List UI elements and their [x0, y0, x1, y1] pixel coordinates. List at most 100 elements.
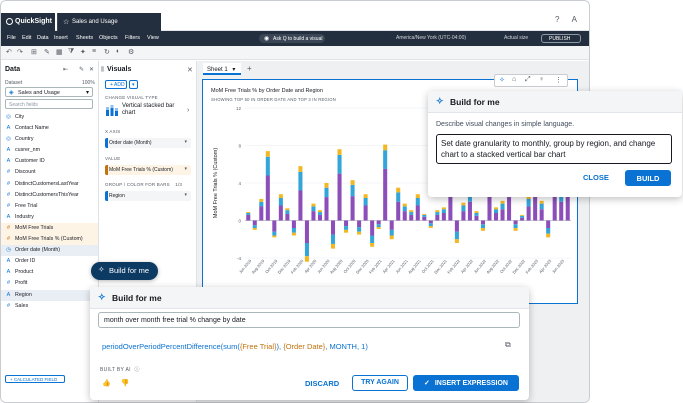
field-item[interactable]: A Order ID	[1, 256, 98, 267]
account-icon[interactable]: A	[571, 15, 577, 24]
bar-segment	[441, 213, 446, 221]
pencil-icon[interactable]: ✎	[79, 67, 85, 73]
value-field: MoM Free Trials % (Custom)	[109, 167, 173, 173]
x-axis-field: Order date (Month)	[109, 140, 152, 146]
bar-segment	[278, 205, 283, 221]
visual-type-name[interactable]: Vertical stacked bar chart	[122, 103, 175, 116]
menu-insert[interactable]: Insert	[54, 35, 68, 41]
thumbs-up-icon[interactable]: 👍	[102, 380, 111, 387]
field-item[interactable]: # MoM Free Trials	[1, 222, 98, 235]
chevron-right-icon[interactable]: ›	[187, 107, 190, 114]
themes-icon[interactable]: ◐	[116, 48, 121, 55]
bar-segment	[285, 208, 290, 211]
menu-file[interactable]: File	[7, 35, 16, 41]
ask-q-label: Ask Q to build a visual	[273, 36, 323, 42]
try-again-button[interactable]: TRY AGAIN	[352, 375, 408, 391]
add-visual-icon[interactable]: ⊞	[31, 49, 37, 56]
bar-segment	[389, 229, 394, 236]
field-item[interactable]: ◎ City	[1, 112, 98, 123]
timezone-select[interactable]: America/New York (UTC-04:00)	[396, 35, 467, 41]
menu-sheets[interactable]: Sheets	[76, 35, 94, 41]
field-item[interactable]: # MoM Free Trials % (Custom)	[1, 234, 98, 246]
bar-segment	[467, 192, 472, 202]
parameters-icon[interactable]: ≡	[92, 48, 97, 55]
add-visual-button[interactable]: + ADD	[105, 80, 127, 89]
x-tick-label: Aug 2022	[485, 258, 500, 275]
bar-segment	[291, 220, 296, 228]
bar-segment	[402, 206, 407, 212]
field-item[interactable]: A Product	[1, 267, 98, 278]
data-icon[interactable]: ▦	[56, 49, 63, 56]
insight-icon[interactable]: ⌂	[512, 76, 517, 83]
build-for-me-pill-button[interactable]: ✧ Build for me	[91, 262, 158, 280]
app-window: QuickSight ☆ Sales and Usage ? A File Ed…	[0, 0, 590, 403]
dataset-select[interactable]: ◈ Sales and Usage ▾	[5, 87, 93, 97]
settings-icon[interactable]: ⚙	[128, 49, 135, 56]
insert-expression-button[interactable]: ✓ INSERT EXPRESSION	[413, 375, 519, 391]
discard-button[interactable]: DISCARD	[305, 379, 340, 388]
bar-segment	[317, 210, 323, 213]
field-item[interactable]: ◎ Country	[1, 134, 98, 145]
field-item[interactable]: A Customer ID	[1, 156, 98, 167]
visuals-icon: ⫼	[101, 67, 104, 73]
undo-icon[interactable]: ↶	[6, 49, 12, 56]
menu-edit[interactable]: Edit	[22, 35, 32, 41]
x-axis-well[interactable]: Order date (Month) ▾	[105, 138, 191, 148]
search-fields-input[interactable]: Search fields	[5, 99, 93, 109]
value-label: VALUE	[105, 156, 121, 161]
field-item[interactable]: # DistinctCustomersThisYear	[1, 190, 98, 201]
actions-icon[interactable]: ↻	[104, 49, 110, 56]
bar-segment	[520, 217, 525, 221]
calc-prompt-input[interactable]: month over month free trial % change by …	[98, 312, 520, 328]
field-item[interactable]: # Sales	[1, 301, 98, 312]
quicksight-logo-icon	[6, 18, 13, 25]
field-item[interactable]: # Free Trial	[1, 201, 98, 212]
close-button[interactable]: CLOSE	[583, 173, 609, 182]
copy-icon[interactable]: ⧉	[505, 340, 511, 349]
insights-icon[interactable]: ✦	[80, 49, 86, 56]
close-icon[interactable]: ✕	[187, 67, 193, 74]
field-item[interactable]: A Contact Name	[1, 123, 98, 134]
build-button[interactable]: BUILD	[625, 170, 671, 186]
field-item[interactable]: ◷ Order date (Month)	[1, 245, 98, 257]
menu-objects[interactable]: Objects	[99, 35, 118, 41]
menu-data[interactable]: Data	[37, 35, 49, 41]
more-options-icon[interactable]: ⋮	[555, 77, 562, 84]
redo-icon[interactable]: ↷	[17, 49, 23, 56]
bar-segment	[500, 203, 505, 210]
sheet-tab[interactable]: Sheet 1 ▾	[203, 63, 241, 75]
analysis-tab[interactable]: ☆ Sales and Usage	[57, 13, 161, 31]
collapse-icon[interactable]: ⇤	[63, 67, 69, 73]
field-item[interactable]: A Industry	[1, 212, 98, 223]
brand[interactable]: QuickSight	[1, 13, 55, 31]
thumbs-down-icon[interactable]: 👎	[120, 380, 130, 387]
bar-segment	[389, 220, 394, 230]
expand-icon[interactable]: ⤢	[525, 76, 531, 83]
build-for-me-icon[interactable]: ✧	[499, 77, 505, 84]
close-icon[interactable]: ✕	[89, 67, 95, 73]
value-well[interactable]: MoM Free Trials % (Custom) ▾	[105, 165, 191, 175]
help-icon[interactable]: ?	[554, 15, 560, 24]
menu-filters[interactable]: Filters	[125, 35, 140, 41]
field-item[interactable]: # Profit	[1, 278, 98, 289]
field-item-label: Discount	[15, 169, 36, 176]
filter-icon[interactable]: ⧩	[68, 48, 75, 55]
field-item[interactable]: A Region	[1, 289, 98, 301]
field-item[interactable]: # DistinctCustomersLastYear	[1, 179, 98, 190]
bar-segment	[265, 156, 270, 176]
add-calculated-field-button[interactable]: + CALCULATED FIELD	[5, 375, 65, 383]
field-item[interactable]: # Discount	[1, 167, 98, 178]
info-icon[interactable]: ⓘ	[134, 367, 140, 373]
add-sheet-icon[interactable]: +	[247, 64, 252, 73]
ask-q-button[interactable]: ◉ Ask Q to build a visual	[259, 34, 325, 43]
publish-button[interactable]: PUBLISH	[541, 34, 581, 43]
actual-size-select[interactable]: Actual size	[504, 35, 529, 41]
lightbulb-icon[interactable]: ♀	[539, 76, 545, 83]
group-well[interactable]: Region ▾	[105, 191, 191, 201]
menu-view[interactable]: View	[147, 35, 159, 41]
edit-icon[interactable]: ✎	[44, 49, 50, 56]
stacked-bar-chart-icon[interactable]	[105, 103, 119, 117]
add-dropdown-button[interactable]: ▾	[129, 80, 138, 89]
build-for-me-prompt-input[interactable]: Set date granularity to monthly, group b…	[436, 134, 672, 164]
